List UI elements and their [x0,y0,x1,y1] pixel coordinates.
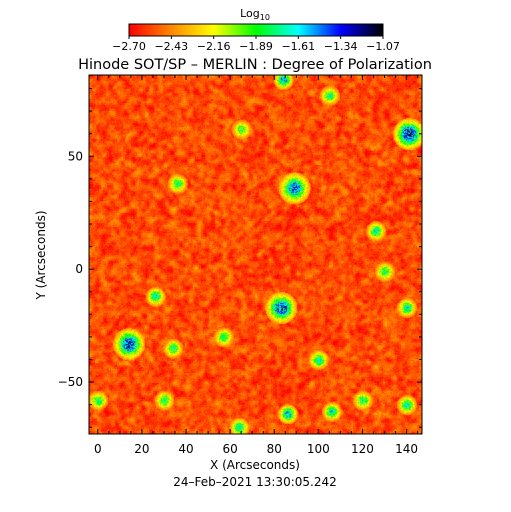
x-tick-label: 0 [94,442,102,456]
x-axis: 0 20 40 60 80 100 120 140 [94,75,419,456]
colorbar-tick-label: −2.43 [154,40,188,53]
colorbar-label: Log10 [240,7,270,22]
x-tick-label: 100 [307,442,330,456]
y-tick-label: −50 [58,375,83,389]
colorbar-tick-label: −1.89 [239,40,273,53]
colorbar-tick-label: −1.07 [366,40,400,53]
y-axis-label: Y (Arcseconds) [34,210,48,300]
x-tick-label: 60 [222,442,237,456]
plot-frame [88,74,423,435]
colorbar [128,23,384,37]
colorbar-tick-label: −2.70 [112,40,146,53]
x-axis-label: X (Arcseconds) [210,458,300,472]
colorbar-ticks: −2.70 −2.43 −2.16 −1.89 −1.61 −1.34 −1.07 [112,36,400,53]
x-tick-label: 120 [351,442,374,456]
x-tick-label: 140 [395,442,418,456]
y-tick-label: 50 [68,149,83,163]
y-axis: −50 0 50 [58,88,422,428]
colorbar-tick-label: −2.16 [197,40,231,53]
x-tick-label: 80 [267,442,282,456]
colorbar-tick-label: −1.34 [324,40,358,53]
y-tick-label: 0 [75,262,83,276]
colorbar-tick-label: −1.61 [281,40,315,53]
x-tick-label: 20 [134,442,149,456]
heatmap-image [89,75,422,434]
timestamp: 24–Feb–2021 13:30:05.242 [173,475,336,489]
x-tick-label: 40 [178,442,193,456]
chart-title: Hinode SOT/SP – MERLIN : Degree of Polar… [78,57,432,73]
heatmap-area [89,75,422,434]
